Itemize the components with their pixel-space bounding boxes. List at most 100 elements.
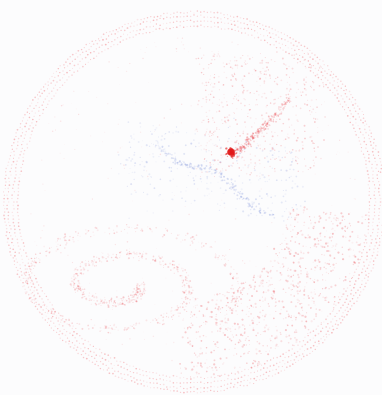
red-scatter-point [307,251,310,254]
blue-scatter-point [233,189,235,191]
red-scatter-point [62,104,64,106]
red-scatter-point [257,76,260,78]
ring-dot [309,346,312,349]
red-scatter-point [135,294,138,297]
ring-dot [50,327,53,329]
red-scatter-point [271,114,273,116]
blue-scatter-point [271,213,274,216]
ring-dot [66,323,68,325]
ring-dot [281,365,284,368]
red-scatter-point [50,246,52,248]
red-scatter-point [191,344,194,347]
red-scatter-point [309,222,313,225]
red-scatter-point [30,270,32,272]
red-scatter-point [229,66,232,69]
red-scatter-point [170,311,172,313]
blue-scatter-point [176,185,178,187]
red-scatter-point [263,267,265,269]
red-scatter-point [308,216,311,218]
ring-dot [44,83,47,85]
blue-scatter-point [200,168,203,171]
ring-dot [179,377,181,379]
red-scatter-point [121,298,123,300]
red-scatter-point [311,87,313,89]
red-scatter-point [74,231,77,233]
red-scatter-point [42,304,44,306]
red-scatter-point [324,299,327,302]
blue-scatter-point [173,152,176,155]
blue-scatter-point [180,164,183,166]
red-scatter-point [166,229,169,232]
red-scatter-point [216,330,219,332]
red-scatter-point [224,263,227,265]
ring-dot [105,38,108,40]
red-scatter-point [324,286,327,289]
red-scatter-point [256,80,258,82]
red-scatter-point [272,118,274,120]
red-scatter-point [341,253,344,255]
red-scatter-point [92,263,94,265]
red-scatter-point [240,151,243,153]
red-scatter-point [180,241,182,243]
red-scatter-point [331,232,334,235]
ring-dot [340,307,342,309]
red-scatter-point [233,366,236,369]
ring-dot [28,113,31,115]
red-scatter-point [289,88,292,91]
red-scatter-point [198,63,201,65]
red-scatter-point [306,274,309,278]
red-scatter-point [80,272,82,275]
red-scatter-point [205,131,207,133]
ring-dot [165,375,168,377]
ring-dot [43,89,46,92]
red-scatter-point [247,140,250,143]
ring-dot [156,15,159,18]
red-scatter-point [352,255,355,257]
blue-scatter-point [124,164,127,166]
ring-dot [183,387,185,390]
ring-dot [352,104,354,106]
ring-dot [231,28,233,31]
ring-dot [213,390,215,393]
red-scatter-point [307,304,310,307]
blue-scatter-point [255,205,258,208]
blue-scatter-point [196,165,198,167]
ring-dot [296,58,299,60]
blue-scatter-point [253,169,256,172]
red-scatter-point [250,139,252,142]
red-scatter-point [295,318,297,321]
ring-dot [93,357,96,360]
red-scatter-point [286,280,289,283]
red-scatter-point [301,302,303,304]
red-scatter-point [315,315,318,318]
red-scatter-point [289,212,292,215]
blue-scatter-point [177,162,179,164]
red-scatter-point [250,284,252,286]
ring-dot [35,124,37,127]
ring-dot [37,292,39,295]
red-scatter-point [128,253,131,255]
red-scatter-point [225,356,228,360]
red-scatter-point [231,41,233,43]
ring-dot [342,304,344,306]
red-scatter-point [273,114,275,116]
red-scatter-point [232,85,234,87]
red-scatter-point [250,305,253,307]
ring-dot [335,319,338,322]
red-scatter-point [71,280,75,283]
ring-dot [317,62,320,65]
red-scatter-point [203,119,205,121]
red-scatter-point [233,72,235,74]
ring-dot [149,382,151,384]
blue-scatter-point [197,164,200,167]
blue-scatter-point [131,137,133,139]
red-scatter-point [287,118,290,121]
red-scatter-point [304,315,307,318]
blue-scatter-point [131,158,134,161]
red-scatter-point [76,234,79,237]
ring-dot [200,387,202,389]
ring-dot [364,120,366,122]
red-scatter-point [56,245,58,248]
blue-scatter-point [178,160,181,163]
red-scatter-point [46,250,48,253]
